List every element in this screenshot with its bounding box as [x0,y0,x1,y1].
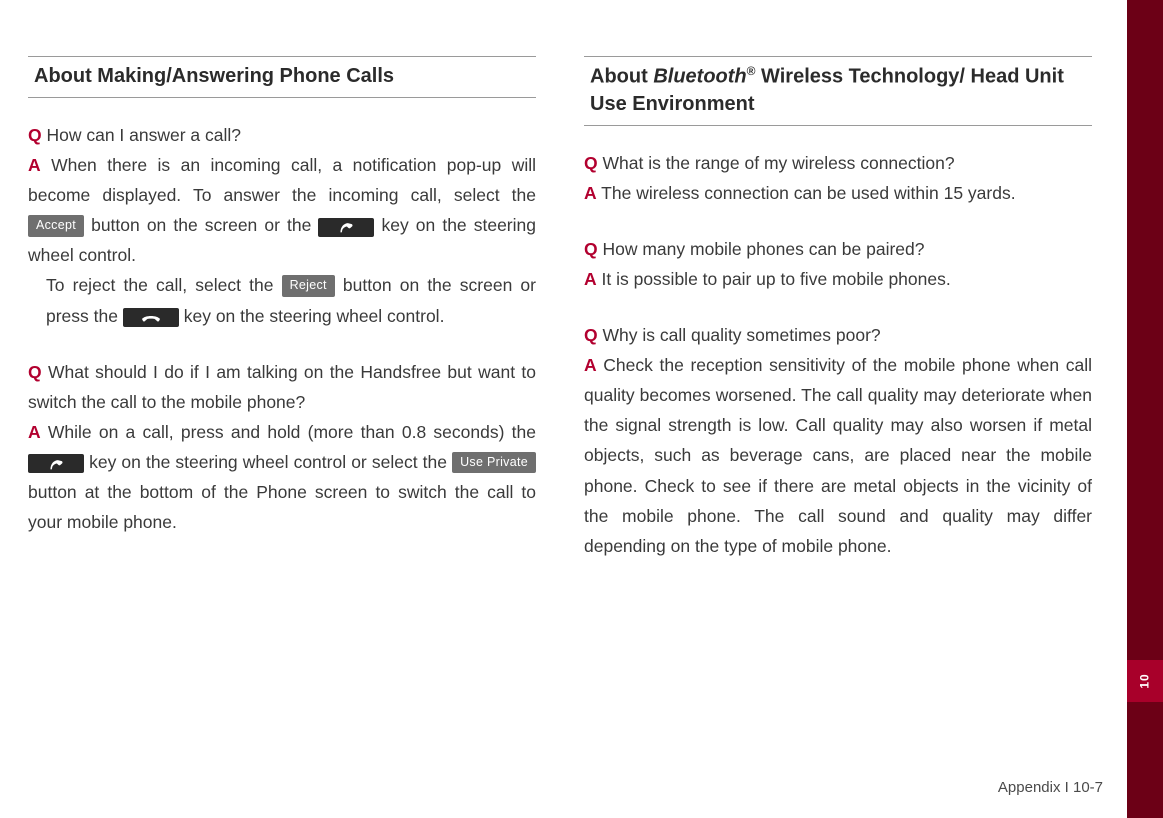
q-text: Why is call quality sometimes poor? [598,325,881,345]
q-label: Q [584,239,598,259]
qa-block: Q What should I do if I am talking on th… [28,357,536,538]
reject-button: Reject [282,275,335,297]
page-footer: Appendix I 10-7 [998,779,1103,796]
qa-block: Q How many mobile phones can be paired? … [584,234,1092,294]
qa-block: Q How can I answer a call? A When there … [28,120,536,331]
chapter-tab: 10 [1127,660,1163,702]
q-label: Q [28,362,42,382]
q-label: Q [584,325,598,345]
a-label: A [28,422,41,442]
a-text: It is possible to pair up to five mobile… [597,269,951,289]
a-label: A [28,155,41,175]
a-text: To reject the call, select the [46,275,282,295]
question-line: Q What should I do if I am talking on th… [28,357,536,417]
title-part: About [590,66,653,88]
q-label: Q [28,125,42,145]
accept-button: Accept [28,215,84,237]
a-text: Check the reception sensitivity of the m… [584,355,1092,556]
answer-line: A The wireless connection can be used wi… [584,178,1092,208]
call-hangup-icon [123,308,179,327]
q-label: Q [584,153,598,173]
answer-line: A Check the reception sensitivity of the… [584,350,1092,561]
a-text: key on the steering wheel control. [179,306,445,326]
a-text: When there is an incoming call, a notifi… [28,155,536,205]
a-label: A [584,183,597,203]
call-answer-icon [28,454,84,473]
question-line: Q What is the range of my wireless conne… [584,148,1092,178]
answer-line: A It is possible to pair up to five mobi… [584,264,1092,294]
answer-line: A While on a call, press and hold (more … [28,417,536,537]
left-section-title: About Making/Answering Phone Calls [28,56,536,98]
title-italic: Bluetooth [653,66,746,88]
answer-line: A When there is an incoming call, a noti… [28,150,536,270]
a-text: button at the bottom of the Phone screen… [28,482,536,532]
question-line: Q How can I answer a call? [28,120,536,150]
right-column: About Bluetooth® Wireless Technology/ He… [584,56,1092,587]
q-text: What should I do if I am talking on the … [28,362,536,412]
page: About Making/Answering Phone Calls Q How… [0,0,1120,818]
question-line: Q Why is call quality sometimes poor? [584,320,1092,350]
qa-block: Q What is the range of my wireless conne… [584,148,1092,208]
a-label: A [584,269,597,289]
right-section-title: About Bluetooth® Wireless Technology/ He… [584,56,1092,126]
a-label: A [584,355,597,375]
use-private-button: Use Private [452,452,536,474]
q-text: How can I answer a call? [42,125,241,145]
side-tab: 10 [1127,0,1163,818]
chapter-number: 10 [1138,673,1152,688]
a-text: While on a call, press and hold (more th… [41,422,536,442]
q-text: What is the range of my wireless connect… [598,153,955,173]
a-text: key on the steering wheel control or sel… [84,452,452,472]
question-line: Q How many mobile phones can be paired? [584,234,1092,264]
left-column: About Making/Answering Phone Calls Q How… [28,56,536,587]
q-text: How many mobile phones can be paired? [598,239,925,259]
call-answer-icon [318,218,374,237]
a-text: button on the screen or the [84,215,318,235]
answer-line: To reject the call, select the Reject bu… [28,270,536,330]
columns: About Making/Answering Phone Calls Q How… [28,56,1092,587]
qa-block: Q Why is call quality sometimes poor? A … [584,320,1092,561]
a-text: The wireless connection can be used with… [597,183,1016,203]
